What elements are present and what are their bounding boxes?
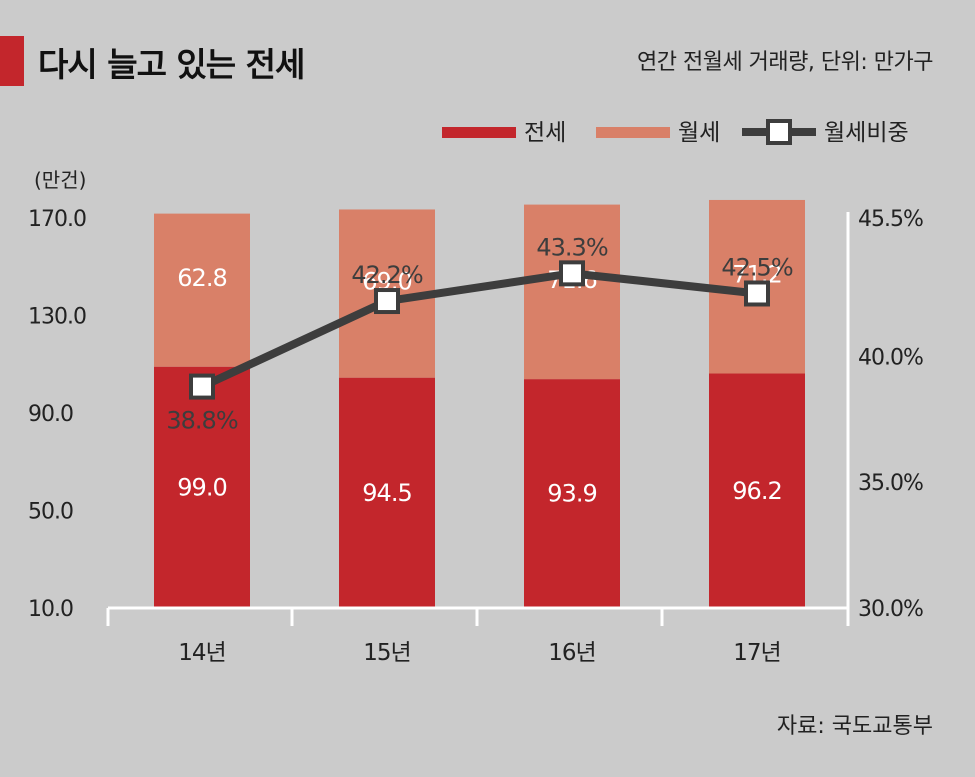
legend-label-jeonse: 전세 bbox=[524, 120, 566, 146]
legend-label-line: 월세비중 bbox=[824, 120, 909, 146]
bar-jeonse bbox=[154, 366, 250, 608]
line-data-label: 38.8% bbox=[166, 407, 237, 435]
x-tick-label: 15년 bbox=[363, 640, 410, 666]
chart-title: 다시 늘고 있는 전세 bbox=[38, 45, 305, 84]
bar-jeonse bbox=[524, 379, 620, 608]
x-tick-label: 16년 bbox=[548, 640, 595, 666]
line-point-marker bbox=[744, 280, 770, 307]
bar-jeonse bbox=[709, 373, 805, 608]
legend-swatch-wolse bbox=[596, 127, 670, 138]
line-wolse-ratio bbox=[200, 269, 758, 391]
y-tick-label: 10.0 bbox=[28, 597, 73, 622]
bar-wolse bbox=[524, 204, 620, 380]
line-data-label: 43.3% bbox=[536, 233, 607, 261]
line-data-label: 42.2% bbox=[351, 261, 422, 289]
bar-jeonse bbox=[339, 377, 435, 608]
legend-label-wolse: 월세 bbox=[678, 120, 720, 146]
y2-tick-label: 35.0% bbox=[858, 471, 923, 496]
title-accent-bar bbox=[0, 36, 24, 86]
bar-label-jeonse: 99.0 bbox=[177, 473, 226, 501]
line-data-label: 42.5% bbox=[721, 253, 792, 281]
x-tick-label: 17년 bbox=[733, 640, 780, 666]
y2-tick-label: 40.0% bbox=[858, 345, 923, 370]
bar-label-jeonse: 93.9 bbox=[547, 480, 596, 508]
y2-tick-label: 45.5% bbox=[858, 207, 923, 232]
source-note: 자료: 국도교통부 bbox=[776, 714, 933, 739]
bar-label-wolse: 62.8 bbox=[177, 264, 226, 292]
bar-label-jeonse: 94.5 bbox=[362, 479, 411, 507]
line-point-marker bbox=[189, 373, 215, 400]
bar-wolse bbox=[154, 213, 250, 367]
y2-tick-label: 30.0% bbox=[858, 597, 923, 622]
legend-swatch-marker bbox=[766, 119, 792, 145]
x-tick-label: 14년 bbox=[178, 640, 225, 666]
chart-subtitle: 연간 전월세 거래량, 단위: 만가구 bbox=[637, 50, 934, 75]
legend-swatch-jeonse bbox=[442, 127, 516, 138]
y-axis-unit-label: (만건) bbox=[34, 168, 87, 192]
line-point-marker bbox=[559, 260, 585, 287]
y-tick-label: 130.0 bbox=[28, 305, 86, 330]
y-tick-label: 170.0 bbox=[28, 207, 86, 232]
line-point-marker bbox=[374, 288, 400, 315]
y-tick-label: 50.0 bbox=[28, 500, 73, 525]
bar-label-jeonse: 96.2 bbox=[732, 477, 781, 505]
y-tick-label: 90.0 bbox=[28, 402, 73, 427]
